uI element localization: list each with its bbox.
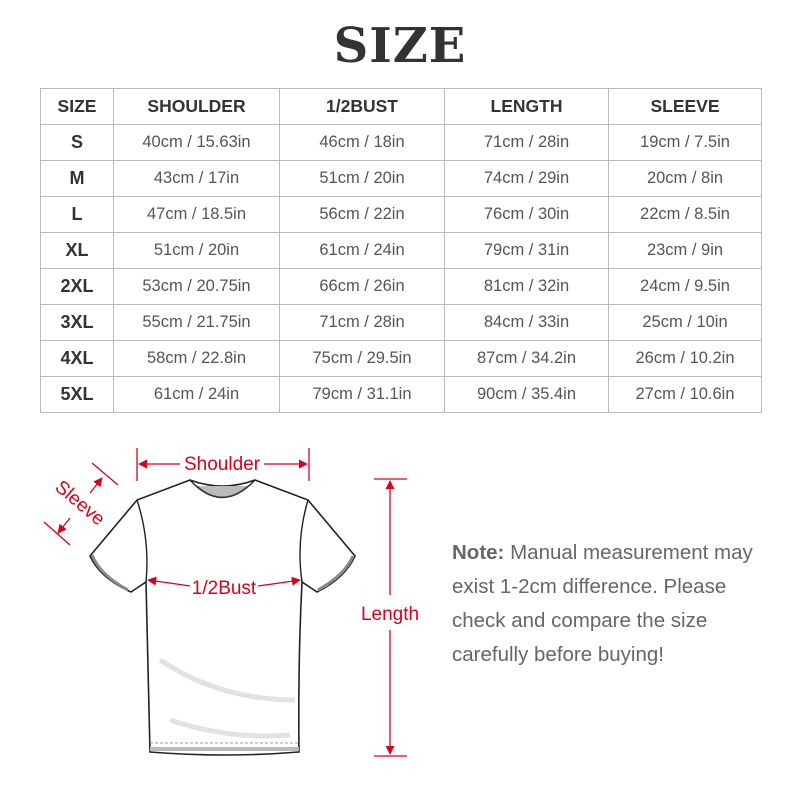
- measure-cell: 23cm / 9in: [608, 232, 762, 269]
- measure-cell: 71cm / 28in: [444, 124, 609, 161]
- sleeve-label: Sleeve: [51, 477, 109, 530]
- measure-cell: 19cm / 7.5in: [608, 124, 762, 161]
- size-cell: 3XL: [40, 304, 114, 341]
- tshirt-diagram: Shoulder Sleeve 1/2Bust Length: [43, 448, 419, 757]
- table-row: 3XL 55cm / 21.75in 71cm / 28in 84cm / 33in 2…: [40, 304, 762, 341]
- size-cell: 5XL: [40, 376, 114, 413]
- measurement-note: Note: Manual measurement may exist 1-2cm…: [452, 536, 782, 672]
- measure-cell: 46cm / 18in: [279, 124, 445, 161]
- measure-cell: 40cm / 15.63in: [113, 124, 280, 161]
- measure-cell: 76cm / 30in: [444, 196, 609, 233]
- length-measure: Length: [361, 478, 419, 757]
- note-label: Note:: [452, 541, 505, 564]
- page-title: SIZE: [333, 18, 467, 74]
- note-text: Manual measurement may exist 1-2cm diffe…: [452, 541, 753, 666]
- table-row: 4XL 58cm / 22.8in 75cm / 29.5in 87cm / 34.2…: [40, 340, 762, 377]
- measure-cell: 51cm / 20in: [279, 160, 445, 197]
- measure-cell: 79cm / 31.1in: [279, 376, 445, 413]
- measure-cell: 71cm / 28in: [279, 304, 445, 341]
- measure-cell: 79cm / 31in: [444, 232, 609, 269]
- bust-measure: 1/2Bust: [147, 576, 301, 599]
- size-cell: 4XL: [40, 340, 114, 377]
- table-row: S 40cm / 15.63in 46cm / 18in 71cm / 28in 19c…: [40, 124, 762, 161]
- table-row: 5XL 61cm / 24in 79cm / 31.1in 90cm / 35.4in…: [40, 376, 762, 413]
- size-cell: S: [40, 124, 114, 161]
- header-size: SIZE: [40, 88, 114, 125]
- measure-cell: 27cm / 10.6in: [608, 376, 762, 413]
- shoulder-measure: Shoulder: [136, 448, 310, 481]
- sleeve-measure: Sleeve: [43, 462, 119, 546]
- measure-cell: 24cm / 9.5in: [608, 268, 762, 305]
- table-row: 2XL 53cm / 20.75in 66cm / 26in 81cm / 32in 2…: [40, 268, 762, 305]
- measure-cell: 22cm / 8.5in: [608, 196, 762, 233]
- measure-cell: 53cm / 20.75in: [113, 268, 280, 305]
- measure-cell: 58cm / 22.8in: [113, 340, 280, 377]
- measure-cell: 61cm / 24in: [113, 376, 280, 413]
- bust-label: 1/2Bust: [192, 578, 257, 599]
- measure-cell: 61cm / 24in: [279, 232, 445, 269]
- measure-cell: 20cm / 8in: [608, 160, 762, 197]
- table-row: M 43cm / 17in 51cm / 20in 74cm / 29in 20cm /…: [40, 160, 762, 197]
- header-sleeve: SLEEVE: [608, 88, 762, 125]
- measure-cell: 84cm / 33in: [444, 304, 609, 341]
- size-cell: M: [40, 160, 114, 197]
- size-cell: XL: [40, 232, 114, 269]
- measure-cell: 25cm / 10in: [608, 304, 762, 341]
- measure-cell: 51cm / 20in: [113, 232, 280, 269]
- size-cell: 2XL: [40, 268, 114, 305]
- table-header-row: SIZE SHOULDER 1/2BUST LENGTH SLEEVE: [40, 88, 762, 125]
- header-length: LENGTH: [444, 88, 609, 125]
- measure-cell: 26cm / 10.2in: [608, 340, 762, 377]
- measure-cell: 74cm / 29in: [444, 160, 609, 197]
- size-cell: L: [40, 196, 114, 233]
- measure-cell: 90cm / 35.4in: [444, 376, 609, 413]
- measure-cell: 55cm / 21.75in: [113, 304, 280, 341]
- size-table: SIZE SHOULDER 1/2BUST LENGTH SLEEVE S 40c…: [40, 88, 762, 413]
- measure-cell: 47cm / 18.5in: [113, 196, 280, 233]
- tshirt-outline: [89, 479, 356, 756]
- measure-cell: 66cm / 26in: [279, 268, 445, 305]
- length-label: Length: [361, 604, 419, 625]
- table-row: L 47cm / 18.5in 56cm / 22in 76cm / 30in 22cm…: [40, 196, 762, 233]
- measure-cell: 56cm / 22in: [279, 196, 445, 233]
- shoulder-label: Shoulder: [184, 454, 261, 475]
- measure-cell: 75cm / 29.5in: [279, 340, 445, 377]
- header-shoulder: SHOULDER: [113, 88, 280, 125]
- measure-cell: 81cm / 32in: [444, 268, 609, 305]
- table-row: XL 51cm / 20in 61cm / 24in 79cm / 31in 23cm …: [40, 232, 762, 269]
- measure-cell: 43cm / 17in: [113, 160, 280, 197]
- measure-cell: 87cm / 34.2in: [444, 340, 609, 377]
- header-bust: 1/2BUST: [279, 88, 445, 125]
